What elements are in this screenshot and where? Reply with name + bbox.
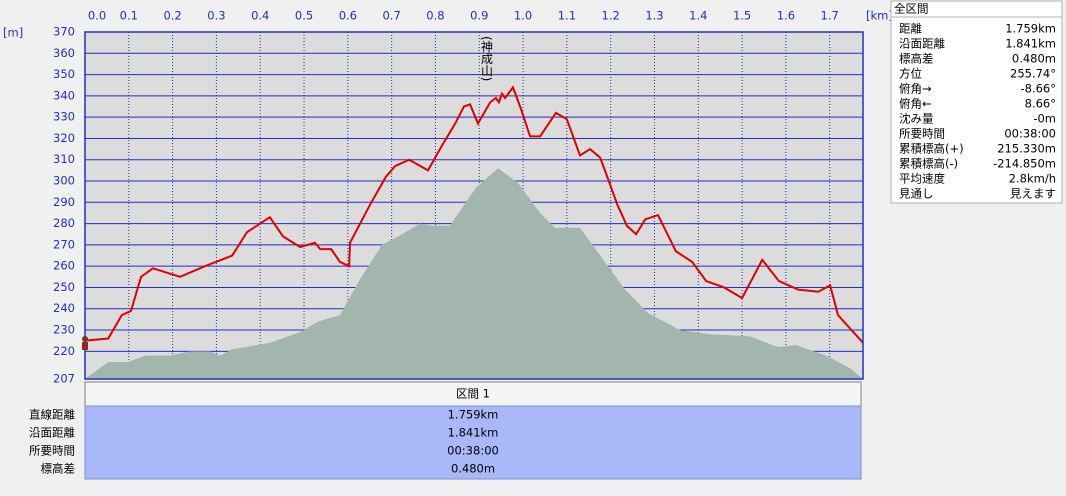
x-tick-label: 0.3 (207, 9, 225, 23)
summary-value: 1.759km (1005, 22, 1056, 36)
summary-value: 1.841km (1005, 37, 1056, 51)
plot-border (84, 31, 864, 380)
summary-key: 累積標高(-) (899, 157, 958, 171)
x-tick-label: 0.9 (470, 9, 488, 23)
summary-key: 距離 (899, 22, 922, 36)
summary-key: 所要時間 (899, 127, 945, 141)
section-body (84, 405, 862, 480)
section-rows: 直線距離 1.759km 沿面距離 1.841km 所要時間 00:38:00 標高差 0.4… (29, 408, 499, 476)
summary-value: 8.66° (1025, 97, 1056, 111)
y-tick-label: 350 (53, 67, 75, 81)
x-unit: [km] (866, 9, 893, 23)
y-tick-label: 300 (53, 174, 75, 188)
profile-line (84, 85, 864, 344)
summary-rows: 距離 1.759km 沿面距離 1.841km 標高差 0.480m 方位 255.74° 俯角… (899, 22, 1056, 201)
summary-key: 俯角→ (899, 82, 932, 96)
y-tick-label: 207 (53, 372, 75, 386)
x-tick-label: 1.0 (514, 9, 532, 23)
summary-panel (890, 0, 1063, 204)
y-tick-label: 270 (53, 237, 75, 251)
section-label: 沿面距離 (29, 426, 75, 440)
peak-annotation: (神成山) (480, 36, 494, 81)
summary-key: 標高差 (899, 52, 934, 66)
y-tick-label: 260 (53, 259, 75, 273)
section-label: 所要時間 (29, 444, 75, 458)
x-tick-label: 0.2 (163, 9, 181, 23)
summary-key: 沿面距離 (899, 37, 945, 51)
summary-value: -8.66° (1020, 82, 1056, 96)
summary-value: 2.8km/h (1009, 172, 1056, 186)
section-title: 区間 1 (456, 387, 490, 401)
summary-value: 0.480m (1012, 52, 1056, 66)
y-tick-label: 360 (53, 46, 75, 60)
section-value: 1.759km (448, 408, 499, 422)
x-tick-label: 0.8 (426, 9, 444, 23)
y-tick-label: 340 (53, 88, 75, 102)
section-label: 直線距離 (29, 408, 75, 422)
summary-key: 俯角← (899, 97, 932, 111)
y-tick-label: 250 (53, 280, 75, 294)
summary-title: 全区間 (894, 2, 929, 16)
y-tick-label: 330 (53, 110, 75, 124)
hiker-icon (82, 336, 88, 350)
y-tick-label: 310 (53, 152, 75, 166)
x-tick-label: 1.4 (689, 9, 707, 23)
summary-value: -0m (1033, 112, 1056, 126)
y-tick-label: 280 (53, 216, 75, 230)
x-tick-label: 0.4 (251, 9, 269, 23)
section-value: 0.480m (451, 462, 495, 476)
section-value: 1.841km (448, 426, 499, 440)
summary-value: 255.74° (1010, 67, 1056, 81)
y-tick-label: 370 (53, 25, 75, 39)
section-header (84, 381, 862, 407)
summary-header (890, 0, 1063, 18)
summary-value: 215.330m (997, 142, 1056, 156)
x-tick-label: 0.6 (339, 9, 357, 23)
x-tick-label: 0.7 (382, 9, 400, 23)
x-tick-label: 1.5 (733, 9, 751, 23)
x-tick-label: 1.6 (777, 9, 795, 23)
summary-value: -214.850m (993, 157, 1056, 171)
y-tick-label: 230 (53, 323, 75, 337)
plot (84, 85, 864, 379)
summary-key: 沈み量 (899, 112, 934, 126)
y-unit: [m] (3, 26, 23, 40)
x-tick-label: 1.3 (645, 9, 663, 23)
x-tick-label: 0.0 (88, 9, 106, 23)
y-tick-label: 320 (53, 131, 75, 145)
x-tick-label: 1.1 (558, 9, 576, 23)
summary-key: 平均速度 (899, 172, 945, 186)
section-value: 00:38:00 (447, 444, 499, 458)
terrain-area (85, 168, 863, 379)
x-tick-label: 1.7 (821, 9, 839, 23)
section-label: 標高差 (41, 462, 76, 476)
x-tick-label: 1.2 (602, 9, 620, 23)
y-tick-label: 290 (53, 195, 75, 209)
summary-key: 方位 (899, 67, 922, 81)
y-tick-label: 240 (53, 301, 75, 315)
y-tick-label: 220 (53, 344, 75, 358)
x-tick-label: 0.5 (295, 9, 313, 23)
summary-value: 00:38:00 (1004, 127, 1056, 141)
summary-value: 見えます (1010, 187, 1056, 201)
summary-key: 累積標高(+) (899, 142, 964, 156)
x-tick-label: 0.1 (120, 9, 138, 23)
summary-key: 見通し (899, 187, 934, 201)
